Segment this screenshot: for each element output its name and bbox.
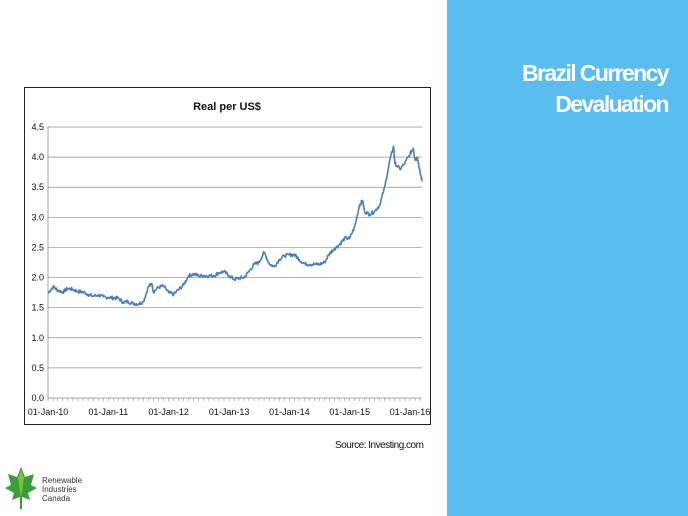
x-tick-label: 01-Jan-16	[390, 407, 430, 417]
y-tick-label: 3.5	[31, 182, 44, 192]
y-tick-label: 1.5	[31, 303, 44, 313]
source-note: Source: Investing.com	[335, 440, 424, 451]
maple-leaf-icon	[5, 467, 37, 509]
logo-line1: Renewable	[42, 476, 83, 485]
y-tick-label: 4.0	[31, 152, 44, 162]
axes	[47, 127, 422, 401]
y-tick-label: 3.0	[31, 212, 44, 222]
x-tick-label: 01-Jan-10	[28, 407, 69, 417]
logo-line2: Industries	[42, 485, 77, 494]
y-tick-label: 1.0	[31, 333, 44, 343]
x-tick-label: 01-Jan-13	[209, 407, 250, 417]
exchange-rate-chart: Real per US$ 0.0 0.5 1.0 1.5 2.0 2.5 3.0 3.5 4.0…	[28, 101, 430, 417]
x-tick-label: 01-Jan-11	[88, 407, 128, 417]
x-tick-label: 01-Jan-15	[329, 407, 370, 417]
title-panel: Brazil Currency Devaluation	[447, 0, 688, 516]
x-tick-label: 01-Jan-12	[148, 407, 189, 417]
y-tick-label: 4.5	[31, 122, 44, 132]
chart-title: Real per US$	[193, 101, 261, 113]
y-tick-label: 2.0	[31, 273, 44, 283]
logo-text: Renewable Industries Canada	[42, 476, 82, 503]
slide-title-line1: Brazil Currency	[521, 60, 670, 86]
slide-title-line2: Devaluation	[555, 91, 669, 117]
series-line-0	[47, 145, 423, 307]
y-tick-label: 0.5	[31, 363, 44, 373]
x-tick-label: 01-Jan-14	[269, 407, 310, 417]
gridlines	[48, 126, 422, 369]
company-logo: Renewable Industries Canada	[4, 466, 94, 512]
y-tick-label: 0.0	[31, 393, 44, 403]
series-layer	[47, 145, 423, 307]
slide-title: Brazil Currency Devaluation	[448, 58, 670, 120]
logo-line3: Canada	[42, 494, 71, 503]
chart-frame: Real per US$ 0.0 0.5 1.0 1.5 2.0 2.5 3.0 3.5 4.0…	[24, 87, 431, 425]
tick-labels: 0.0 0.5 1.0 1.5 2.0 2.5 3.0 3.5 4.0 4.5 01-Jan-10 0…	[28, 122, 430, 417]
y-tick-label: 2.5	[31, 242, 44, 252]
